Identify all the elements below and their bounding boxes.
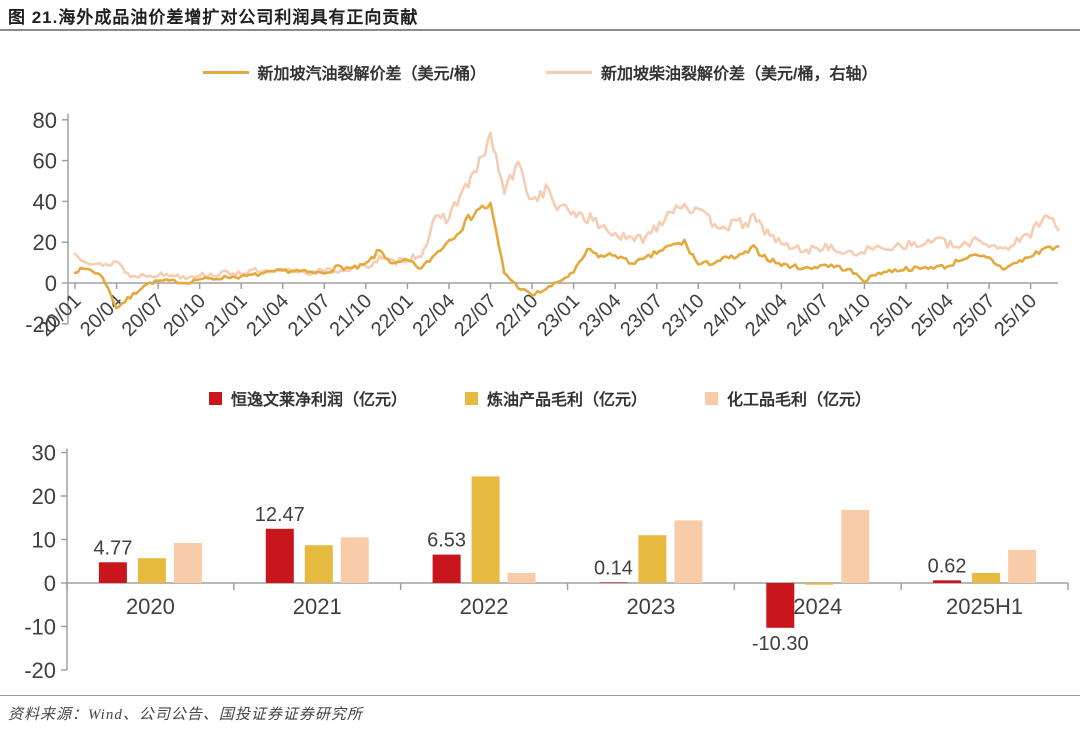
- x-tick-label: 23/04: [575, 290, 626, 341]
- bar-chemical-2022: [507, 573, 536, 583]
- y-tick-label: 20: [33, 230, 57, 255]
- title-divider: [0, 29, 1080, 31]
- net-profit-swatch: [208, 391, 222, 405]
- bar-net-2023: [599, 582, 628, 583]
- bar-chemical-2023: [674, 520, 703, 583]
- diesel-crack-spread-line: [73, 131, 1060, 281]
- bar-value-label: -10.30: [752, 633, 809, 655]
- legend-item-net-profit: 恒逸文莱净利润（亿元）: [208, 386, 407, 410]
- y-tick-label: 20: [32, 484, 56, 509]
- gasoline-crack-spread-line: [73, 201, 1060, 310]
- crack-spread-line-chart: 806040200-2020/0120/0420/0720/1021/0121/…: [25, 108, 1060, 341]
- bar-value-label: 0.62: [928, 555, 967, 577]
- category-label: 2020: [126, 594, 175, 619]
- x-tick-label: 24/04: [741, 290, 792, 341]
- x-tick-label: 21/07: [284, 290, 335, 341]
- bar-value-label: 12.47: [255, 504, 305, 526]
- y-tick-label: 10: [32, 528, 56, 553]
- refining-swatch: [464, 391, 478, 405]
- bar-value-label: 0.14: [594, 557, 633, 579]
- legend-item-gasoline: 新加坡汽油裂解价差（美元/桶）: [202, 60, 486, 84]
- bar-net-2025H1: [933, 580, 962, 583]
- bar-net-2021: [265, 528, 294, 583]
- bar-refining-2025H1: [972, 573, 1001, 583]
- bar-refining-2020: [137, 558, 166, 583]
- chemical-legend-label: 化工品毛利（亿元）: [727, 392, 872, 409]
- x-tick-label: 20/04: [76, 290, 127, 341]
- x-tick-label: 23/07: [616, 290, 667, 341]
- x-tick-label: 21/01: [201, 290, 252, 341]
- bar-value-label: 4.77: [93, 537, 132, 559]
- bar-refining-2024: [805, 583, 834, 585]
- chemical-swatch: [705, 391, 718, 405]
- x-tick-label: 22/07: [450, 290, 501, 341]
- y-tick-label: 60: [33, 149, 57, 174]
- x-tick-label: 24/10: [824, 290, 875, 341]
- y-tick-label: 80: [33, 108, 57, 133]
- gasoline-legend-label: 新加坡汽油裂解价差（美元/桶）: [257, 66, 486, 83]
- x-tick-label: 25/01: [866, 290, 917, 341]
- diesel-line-swatch: [546, 70, 592, 74]
- diesel-legend-label: 新加坡柴油裂解价差（美元/桶，右轴）: [601, 66, 878, 83]
- x-tick-label: 24/07: [782, 290, 833, 341]
- legend-item-refining: 炼油产品毛利（亿元）: [464, 386, 647, 410]
- x-tick-label: 20/07: [118, 290, 169, 341]
- x-tick-label: 22/04: [409, 290, 460, 341]
- x-tick-label: 23/10: [658, 290, 709, 341]
- y-tick-label: 40: [33, 189, 57, 214]
- legend-item-chemical: 化工品毛利（亿元）: [705, 386, 871, 410]
- category-label: 2024: [793, 594, 842, 619]
- x-tick-label: 22/10: [492, 290, 543, 341]
- line-chart-legend: 新加坡汽油裂解价差（美元/桶） 新加坡柴油裂解价差（美元/桶，右轴）: [0, 60, 1080, 84]
- x-tick-label: 23/01: [533, 290, 584, 341]
- y-tick-label: 30: [32, 441, 56, 466]
- bar-chemical-2025H1: [1008, 549, 1037, 583]
- bar-value-label: 6.53: [427, 530, 466, 552]
- x-tick-label: 24/01: [699, 290, 750, 341]
- source-note: 资料来源：Wind、公司公告、国投证券证券研究所: [8, 707, 363, 723]
- x-tick-label: 25/07: [949, 290, 1000, 341]
- bar-refining-2023: [638, 535, 667, 583]
- footer-divider: [0, 695, 1080, 696]
- y-tick-label: -20: [25, 312, 57, 337]
- bar-net-2022: [432, 554, 461, 583]
- bar-chemical-2020: [173, 543, 202, 583]
- bar-net-2020: [98, 562, 127, 583]
- bar-refining-2021: [304, 545, 333, 583]
- x-tick-label: 25/04: [907, 290, 958, 341]
- refining-legend-label: 炼油产品毛利（亿元）: [486, 392, 647, 409]
- bar-chemical-2024: [841, 509, 870, 583]
- category-label: 2023: [626, 594, 675, 619]
- y-tick-label: 0: [45, 271, 57, 296]
- legend-item-diesel: 新加坡柴油裂解价差（美元/桶，右轴）: [546, 60, 877, 84]
- x-tick-label: 25/10: [990, 290, 1041, 341]
- bar-net-2024: [766, 583, 795, 628]
- figure-title: 图 21.海外成品油价差增扩对公司利润具有正向贡献: [8, 8, 419, 27]
- net-profit-legend-label: 恒逸文莱净利润（亿元）: [230, 392, 407, 409]
- x-tick-label: 20/10: [159, 290, 210, 341]
- y-tick-label: -10: [24, 615, 56, 640]
- bar-refining-2022: [471, 476, 500, 583]
- category-label: 2021: [293, 594, 342, 619]
- category-label: 2022: [460, 594, 509, 619]
- y-tick-label: -20: [24, 658, 56, 683]
- bar-chemical-2021: [340, 537, 369, 583]
- x-tick-label: 21/04: [242, 290, 293, 341]
- profit-bar-chart: 30 20 10 0 -10 -20 2020 2021 2022 2023 2024 2025H1 4…: [24, 441, 1069, 683]
- category-label: 2025H1: [946, 594, 1023, 619]
- x-tick-label: 21/10: [325, 290, 376, 341]
- bar-chart-legend: 恒逸文莱净利润（亿元） 炼油产品毛利（亿元） 化工品毛利（亿元）: [0, 386, 1080, 410]
- gasoline-line-swatch: [202, 70, 249, 74]
- y-tick-label: 0: [44, 571, 56, 596]
- x-tick-label: 22/01: [367, 290, 418, 341]
